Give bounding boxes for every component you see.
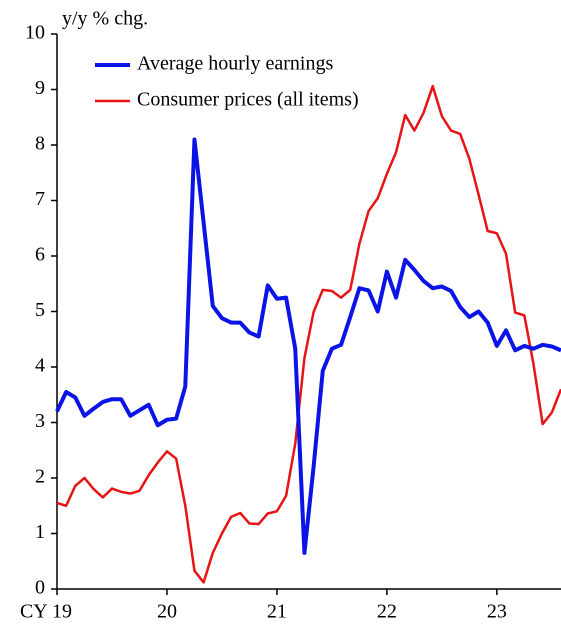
y-tick-label: 2 [35, 466, 45, 488]
y-tick-label: 8 [35, 133, 45, 155]
y-tick-label: 4 [35, 355, 45, 377]
y-tick-label: 9 [35, 77, 45, 99]
x-tick-label: 21 [267, 601, 287, 623]
y-tick-label: 5 [35, 299, 45, 321]
line-series [55, 137, 561, 555]
y-tick-label: 3 [35, 410, 45, 432]
y-tick-label: 1 [35, 521, 45, 543]
y-tick-label: 10 [25, 22, 45, 44]
y-tick-label: 7 [35, 188, 45, 210]
legend-label: Consumer prices (all items) [137, 89, 359, 111]
axis-label: y/y % chg. [62, 8, 148, 30]
legend-label: Average hourly earnings [137, 53, 333, 75]
y-tick-label: 6 [35, 244, 45, 266]
x-tick-label: 22 [377, 601, 397, 623]
y-tick-label: 0 [35, 577, 45, 599]
x-tick-label: 23 [487, 601, 507, 623]
x-tick-label: 20 [157, 601, 177, 623]
x-tick-label: CY 19 [20, 601, 72, 623]
line-series [56, 84, 561, 584]
